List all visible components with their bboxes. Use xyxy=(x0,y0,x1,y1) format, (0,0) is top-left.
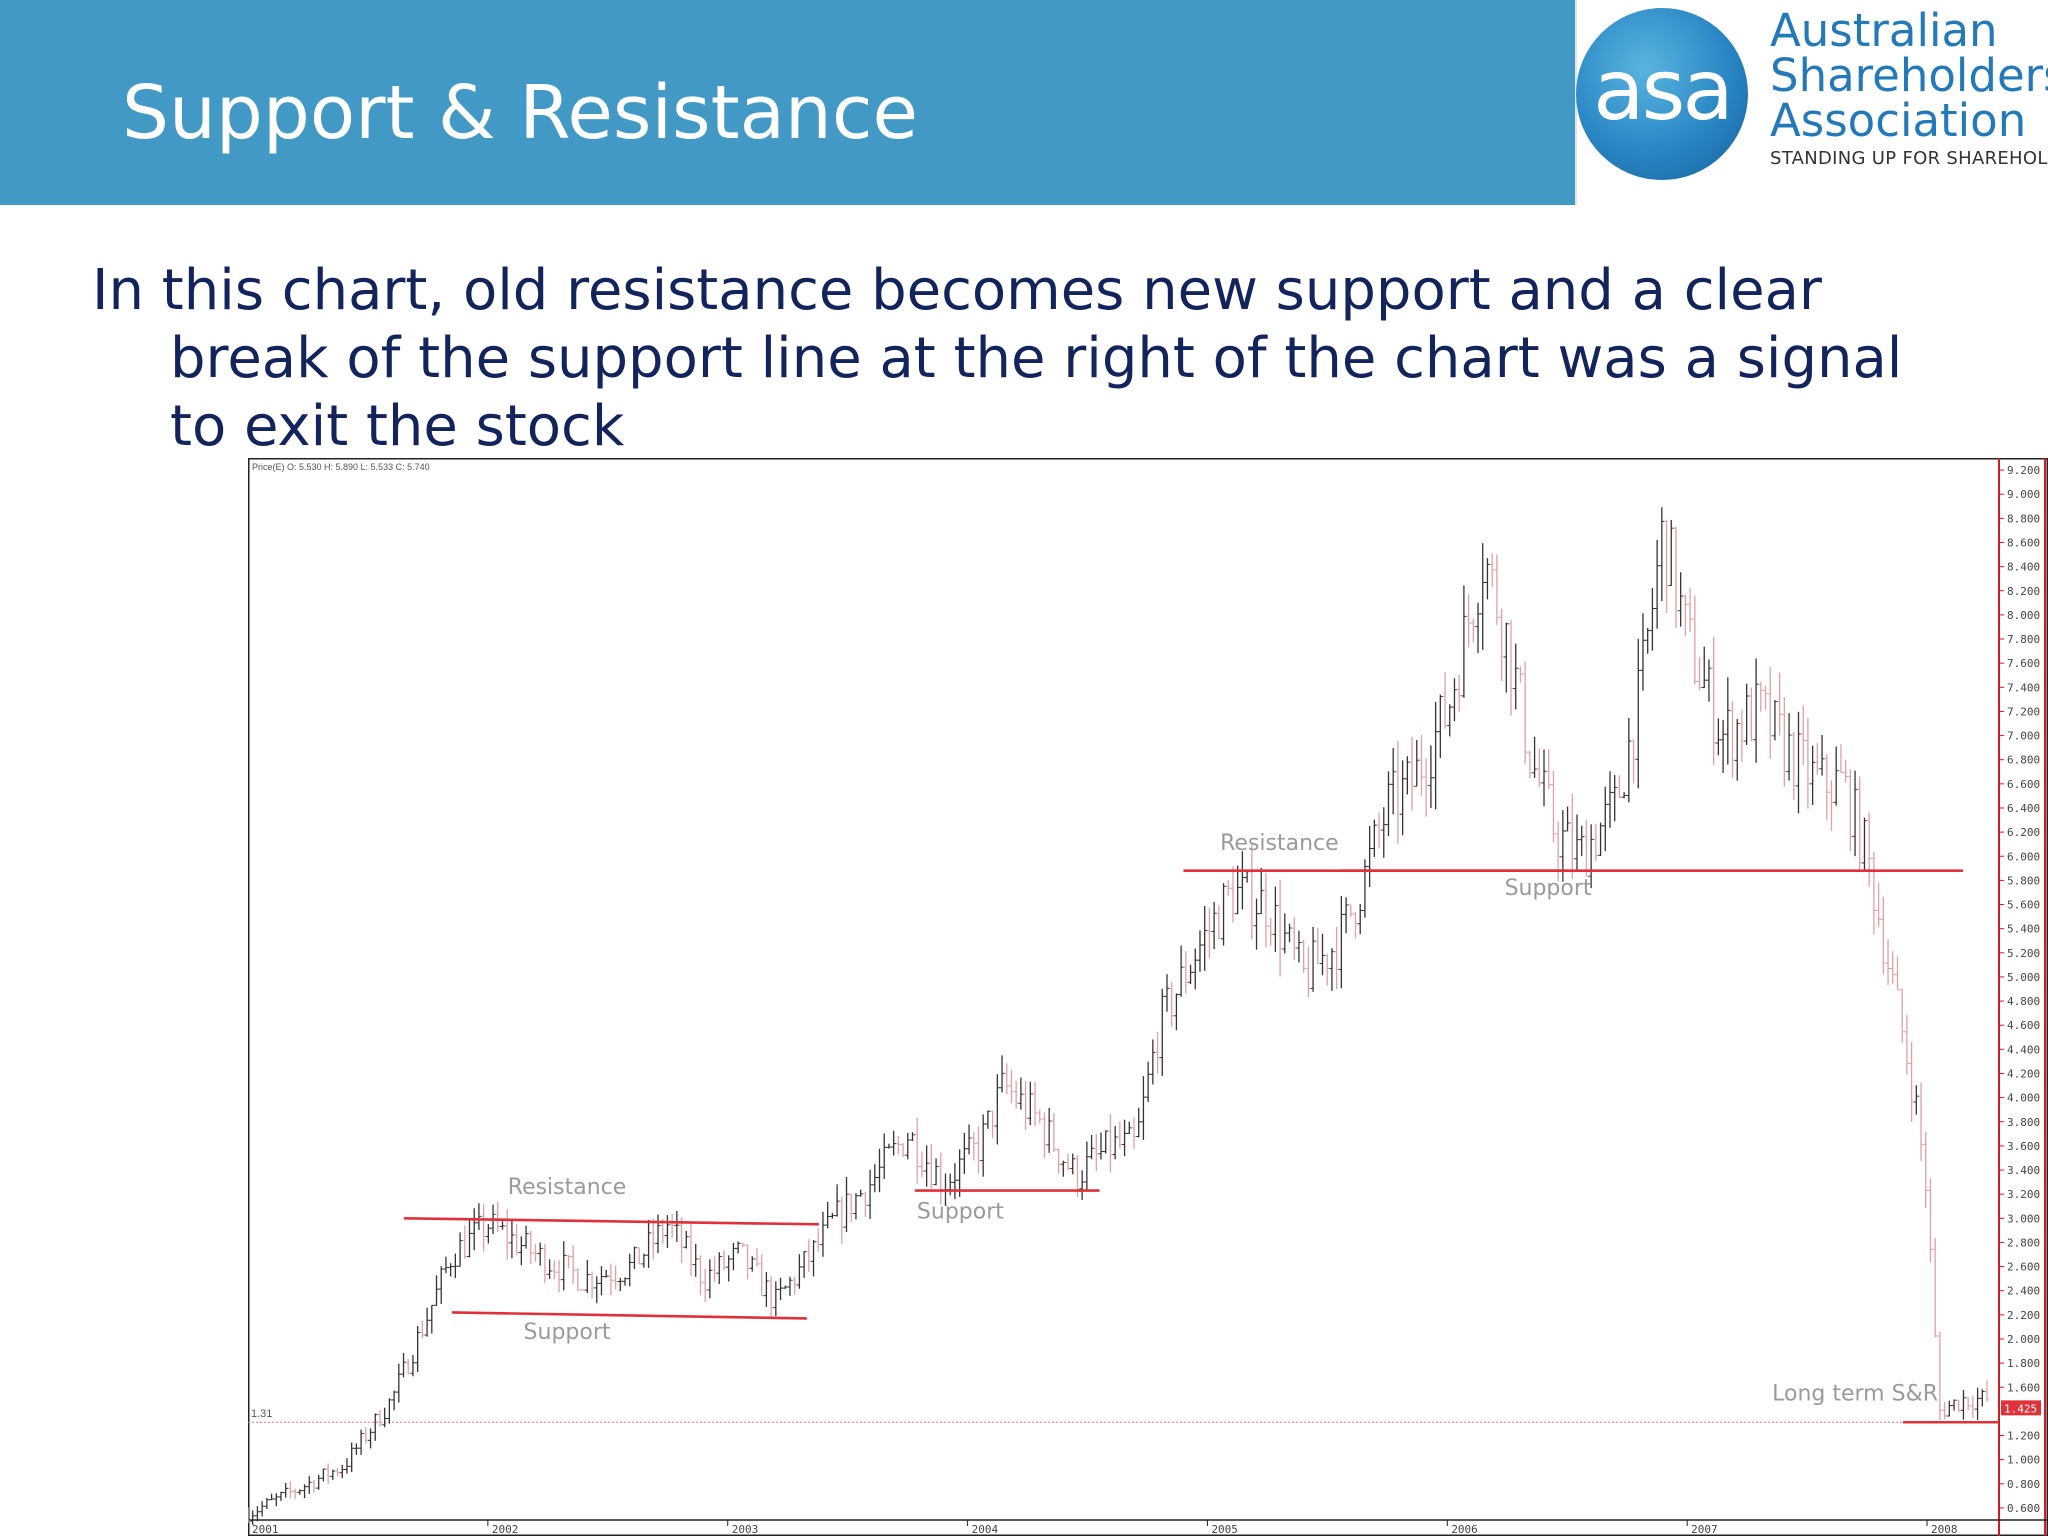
long-term-line-label: 1.31 xyxy=(251,1408,272,1420)
y-tick-label: 5.400 xyxy=(2007,923,2040,936)
y-tick-label: 4.400 xyxy=(2007,1043,2040,1056)
y-tick-label: 8.000 xyxy=(2007,609,2040,622)
body-line-3: to exit the stock xyxy=(170,394,625,459)
x-tick-label: 2008 xyxy=(1931,1523,1958,1536)
logo-name-line-1: Australian xyxy=(1770,4,1998,57)
last-value-tag xyxy=(2001,1400,2041,1416)
y-tick-label: 8.200 xyxy=(2007,585,2040,598)
y-tick-label: 5.200 xyxy=(2007,947,2040,960)
level-label-support: Support xyxy=(524,1320,611,1345)
y-tick-label: 4.200 xyxy=(2007,1067,2040,1080)
y-tick-label: 7.000 xyxy=(2007,730,2040,743)
x-tick-label: 2007 xyxy=(1691,1523,1718,1536)
y-tick-label: 3.400 xyxy=(2007,1164,2040,1177)
price-chart: Price(E) O: 5.530 H: 5.890 L: 5.533 C: 5… xyxy=(248,458,2048,1536)
y-tick-label: 2.400 xyxy=(2007,1285,2040,1298)
y-tick-label: 4.800 xyxy=(2007,995,2040,1008)
chart-header-readout: Price(E) O: 5.530 H: 5.890 L: 5.533 C: 5… xyxy=(252,462,430,472)
logo-tagline: STANDING UP FOR SHAREHOLDERS xyxy=(1770,148,2048,169)
x-tick-label: 2006 xyxy=(1451,1523,1478,1536)
level-label-support: Support xyxy=(1505,876,1592,901)
y-tick-label: 3.000 xyxy=(2007,1212,2040,1225)
y-tick-label: 6.600 xyxy=(2007,778,2040,791)
y-tick-label: 1.000 xyxy=(2007,1454,2040,1467)
y-tick-label: 3.200 xyxy=(2007,1188,2040,1201)
y-tick-label: 5.800 xyxy=(2007,874,2040,887)
y-tick-label: 5.000 xyxy=(2007,971,2040,984)
level-line-support xyxy=(451,1311,807,1320)
level-label-long-term-s-r: Long term S&R xyxy=(1772,1382,1938,1407)
level-label-resistance: Resistance xyxy=(508,1175,627,1200)
y-tick-label: 9.000 xyxy=(2007,488,2040,501)
y-tick-label: 8.800 xyxy=(2007,512,2040,525)
y-tick-label: 2.000 xyxy=(2007,1333,2040,1346)
body-line-2: break of the support line at the right o… xyxy=(170,326,1903,391)
x-tick-label: 2005 xyxy=(1211,1523,1238,1536)
x-tick-label: 2003 xyxy=(732,1523,759,1536)
y-tick-label: 9.200 xyxy=(2007,464,2040,477)
logo-name-line-3: Association xyxy=(1770,94,2027,147)
y-tick-label: 8.400 xyxy=(2007,561,2040,574)
last-value-label: 1.425 xyxy=(2004,1402,2037,1415)
y-tick-label: 1.600 xyxy=(2007,1381,2040,1394)
y-tick-label: 6.000 xyxy=(2007,850,2040,863)
x-tick-label: 2004 xyxy=(972,1523,999,1536)
y-tick-label: 2.800 xyxy=(2007,1236,2040,1249)
level-line-resistance xyxy=(403,1216,819,1226)
level-label-support: Support xyxy=(917,1199,1004,1224)
y-tick-label: 1.800 xyxy=(2007,1357,2040,1370)
y-tick-label: 4.600 xyxy=(2007,1019,2040,1032)
x-tick-label: 2001 xyxy=(252,1523,279,1536)
y-tick-label: 6.800 xyxy=(2007,754,2040,767)
x-tick-label: 2002 xyxy=(492,1523,519,1536)
y-tick-label: 3.800 xyxy=(2007,1116,2040,1129)
slide-title: Support & Resistance xyxy=(122,70,919,156)
title-banner xyxy=(0,0,1575,205)
y-tick-label: 0.600 xyxy=(2007,1502,2040,1515)
chart-frame xyxy=(248,458,2048,1536)
y-tick-label: 3.600 xyxy=(2007,1140,2040,1153)
y-tick-label: 4.000 xyxy=(2007,1092,2040,1105)
y-tick-label: 6.200 xyxy=(2007,826,2040,839)
y-tick-label: 5.600 xyxy=(2007,899,2040,912)
y-tick-label: 7.200 xyxy=(2007,705,2040,718)
y-tick-label: 2.600 xyxy=(2007,1261,2040,1274)
y-tick-label: 2.200 xyxy=(2007,1309,2040,1322)
asa-logo-mark: asa xyxy=(1593,41,1734,139)
y-tick-label: 8.600 xyxy=(2007,536,2040,549)
slide-body-text: In this chart, old resistance becomes ne… xyxy=(92,257,1992,461)
logo-name-line-2: Shareholders' xyxy=(1770,49,2048,102)
asa-logo-circle xyxy=(1576,8,1748,180)
y-tick-label: 0.800 xyxy=(2007,1478,2040,1491)
y-tick-label: 7.800 xyxy=(2007,633,2040,646)
y-tick-label: 7.600 xyxy=(2007,657,2040,670)
y-tick-label: 1.200 xyxy=(2007,1430,2040,1443)
body-line-1: In this chart, old resistance becomes ne… xyxy=(92,258,1822,323)
y-tick-label: 6.400 xyxy=(2007,802,2040,815)
level-label-resistance: Resistance xyxy=(1220,831,1339,856)
y-tick-label: 7.400 xyxy=(2007,681,2040,694)
